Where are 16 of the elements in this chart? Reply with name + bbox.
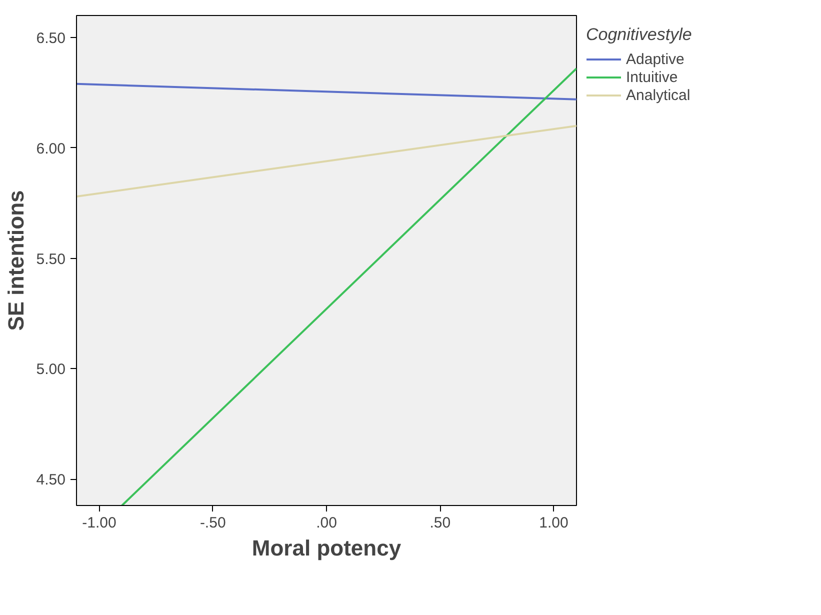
x-tick-label: .00 [316,514,337,532]
legend-label: Adaptive [626,50,684,68]
x-tick-label: -.50 [200,514,226,532]
y-tick-label: 6.50 [36,30,66,48]
y-tick-label: 5.00 [36,361,66,378]
y-axis-title: SE intentions [3,190,28,331]
x-axis-title: Moral potency [252,536,402,560]
legend-title: Cognitivestyle [586,25,692,45]
legend-label: Intuitive [626,68,678,86]
y-tick-label: 6.00 [36,140,66,158]
y-tick-label: 4.50 [36,472,66,489]
y-tick-label: 5.50 [36,250,66,268]
x-tick-label: .50 [430,514,451,532]
x-tick-label: -1.00 [82,514,116,532]
legend-label: Analytical [626,86,690,104]
x-tick-label: 1.00 [539,514,568,532]
